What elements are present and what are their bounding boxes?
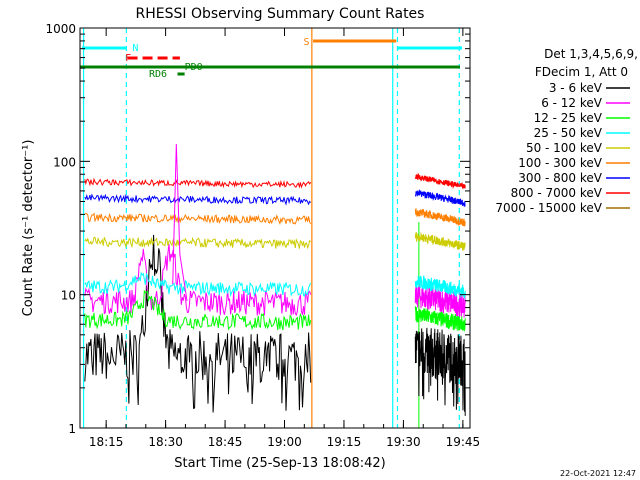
x-tick-label-5: 19:30 bbox=[386, 435, 421, 449]
flare-spike bbox=[172, 143, 188, 301]
series-line-0-segment-2 bbox=[414, 327, 466, 416]
legend-label-8: 7000 - 15000 keV bbox=[495, 201, 602, 215]
series-line-7-segment-2 bbox=[414, 172, 466, 190]
series-line-3-segment-1 bbox=[84, 271, 312, 298]
series-line-6-segment-1 bbox=[84, 193, 312, 206]
legend-label-1: 6 - 12 keV bbox=[541, 96, 603, 110]
legend-label-6: 300 - 800 keV bbox=[518, 171, 602, 185]
series-line-5-segment-1 bbox=[84, 212, 312, 226]
flag-label-rd6: RD6 bbox=[149, 69, 167, 80]
series-line-0-segment-1 bbox=[84, 234, 312, 413]
series-line-4-segment-2 bbox=[414, 232, 466, 251]
legend: Det 1,3,4,5,6,9, FDecim 1, Att 0 3 - 6 k… bbox=[495, 47, 638, 215]
footer-date: 22-Oct-2021 12:47 bbox=[560, 469, 636, 478]
legend-label-4: 50 - 100 keV bbox=[526, 141, 603, 155]
x-tick-label-1: 18:30 bbox=[148, 435, 183, 449]
series-line-1-segment-2 bbox=[414, 282, 466, 318]
x-tick-label-4: 19:15 bbox=[327, 435, 362, 449]
legend-label-7: 800 - 7000 keV bbox=[511, 186, 603, 200]
x-tick-label-2: 18:45 bbox=[208, 435, 243, 449]
series-line-6-segment-2 bbox=[414, 189, 466, 208]
plot-frame bbox=[79, 27, 471, 429]
series-line-4-segment-1 bbox=[84, 236, 312, 250]
y-tick-label-1: 10 bbox=[61, 289, 76, 303]
series-line-5-segment-2 bbox=[414, 208, 466, 227]
x-tick-label-3: 19:00 bbox=[267, 435, 302, 449]
y-tick-label-0: 1 bbox=[68, 422, 76, 436]
x-axis-label: Start Time (25-Sep-13 18:08:42) bbox=[174, 456, 385, 471]
x-tick-label-0: 18:15 bbox=[89, 435, 124, 449]
series-line-3-segment-2 bbox=[414, 274, 466, 300]
legend-label-2: 12 - 25 keV bbox=[534, 111, 603, 125]
legend-header-line-1: Det 1,3,4,5,6,9, bbox=[544, 47, 638, 61]
chart-title: RHESSI Observing Summary Count Rates bbox=[136, 6, 425, 22]
plot-area: NF PDO RD6 S bbox=[80, 28, 466, 428]
series-line-2-segment-1 bbox=[84, 289, 312, 331]
legend-label-3: 25 - 50 keV bbox=[534, 126, 603, 140]
flag-label-n: N bbox=[132, 43, 138, 54]
flag-label-f: F bbox=[125, 53, 131, 64]
y-tick-label-2: 100 bbox=[53, 155, 76, 169]
legend-header-line-2: FDecim 1, Att 0 bbox=[535, 65, 628, 79]
legend-label-5: 100 - 300 keV bbox=[518, 156, 602, 170]
y-tick-label-3: 1000 bbox=[45, 22, 76, 36]
series-line-2-segment-2 bbox=[414, 306, 466, 332]
series-line-7-segment-1 bbox=[84, 177, 312, 189]
legend-label-0: 3 - 6 keV bbox=[549, 81, 603, 95]
series-line-1-segment-1 bbox=[84, 243, 312, 317]
flag-label-pdo: PDO bbox=[185, 62, 203, 73]
y-axis-label: Count Rate (s⁻¹ detector⁻¹) bbox=[21, 140, 36, 317]
x-tick-label-6: 19:45 bbox=[446, 435, 481, 449]
flag-label-s: S bbox=[304, 37, 310, 48]
